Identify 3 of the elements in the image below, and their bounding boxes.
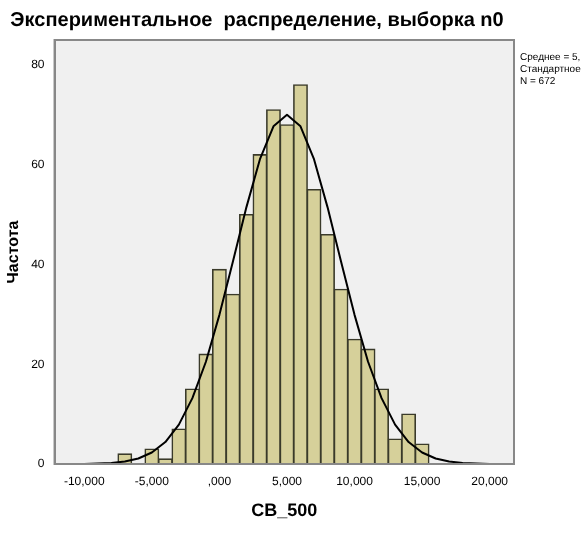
x-axis-title: CB_500: [251, 500, 318, 521]
chart-title: Экспериментальное распределение, выборка n0: [10, 9, 505, 32]
y-axis-title: Частота: [4, 219, 23, 284]
